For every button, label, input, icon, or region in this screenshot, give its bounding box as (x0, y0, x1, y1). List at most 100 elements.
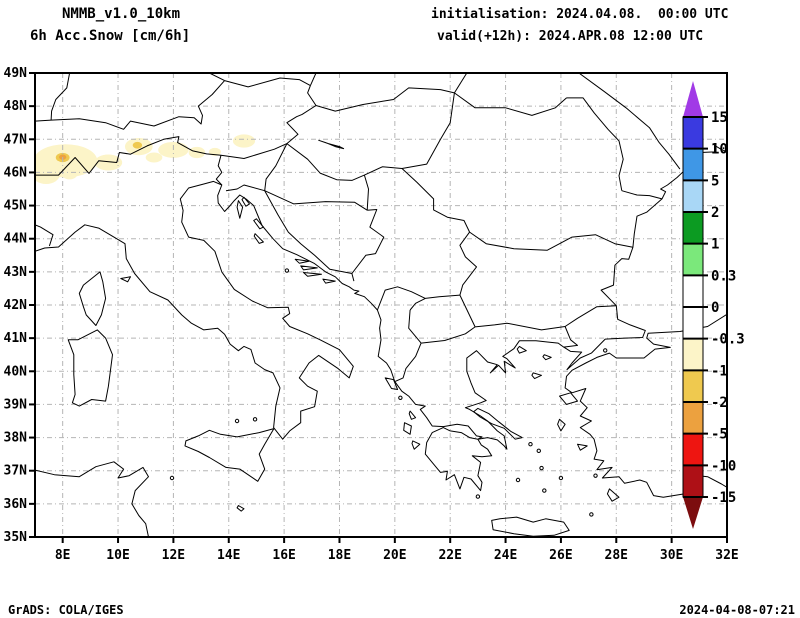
small-island-dot (285, 269, 288, 272)
island-outline (254, 219, 264, 229)
snow-patch (233, 134, 255, 147)
island-outline (242, 197, 250, 206)
country-border (402, 169, 470, 233)
colorbar-segment (683, 117, 703, 149)
lon-tick-label: 12E (162, 548, 185, 563)
lon-tick-label: 32E (715, 548, 738, 563)
lat-tick-label: 36N (4, 497, 28, 512)
country-border (622, 191, 662, 199)
island-outline (68, 330, 112, 406)
country-border (226, 144, 287, 191)
colorbar: 15105210.30-0.3-1-2-5-10-15 (683, 81, 745, 529)
colorbar-level-label: 2 (711, 205, 719, 221)
small-island-dot (170, 476, 173, 479)
lat-tick-label: 40N (4, 364, 28, 379)
lon-tick-label: 10E (106, 548, 129, 563)
colorbar-level-label: 1 (711, 237, 719, 253)
colorbar-segment (683, 370, 703, 402)
lat-tick-label: 39N (4, 397, 28, 412)
lat-tick-label: 48N (4, 99, 28, 114)
country-border (310, 73, 316, 86)
snowfall-shading (32, 134, 255, 184)
lon-tick-label: 16E (272, 548, 295, 563)
island-outline (412, 441, 420, 449)
island-outline (560, 393, 578, 405)
country-border (287, 106, 316, 144)
country-border (454, 73, 466, 93)
small-island-dot (476, 495, 479, 498)
colorbar-level-label: -1 (711, 363, 728, 379)
colorbar-segment (683, 434, 703, 466)
country-border (364, 175, 368, 210)
country-border (377, 287, 460, 310)
country-border (567, 98, 624, 191)
lat-tick-label: 45N (4, 199, 28, 214)
small-island-dot (399, 396, 402, 399)
small-island-dot (540, 466, 543, 469)
country-border (265, 191, 368, 211)
island-outline (237, 506, 244, 512)
country-border (352, 210, 384, 274)
lat-tick-label: 47N (4, 132, 28, 147)
island-outline (237, 201, 243, 219)
country-border (470, 232, 633, 250)
colorbar-segment (683, 275, 703, 307)
colorbar-level-label: 10 (711, 142, 728, 158)
country-border (265, 191, 354, 281)
island-outline (517, 346, 526, 353)
country-border (421, 327, 475, 343)
colorbar-segment (683, 149, 703, 181)
creation-timestamp: 2024-04-08-07:21 (679, 603, 795, 617)
island-outline (254, 234, 263, 244)
island-outline (185, 429, 274, 482)
lon-tick-label: 18E (328, 548, 351, 563)
country-border (209, 73, 224, 81)
snow-patch (133, 142, 142, 149)
lat-tick-label: 44N (4, 232, 28, 247)
lat-tick-label: 42N (4, 298, 28, 313)
country-border (460, 232, 477, 295)
lon-tick-label: 28E (605, 548, 628, 563)
lon-tick-label: 14E (217, 548, 240, 563)
island-outline (492, 517, 570, 536)
lat-tick-label: 37N (4, 464, 28, 479)
lat-tick-label: 35N (4, 530, 28, 545)
colorbar-level-label: -5 (711, 427, 728, 443)
snow-patch (189, 147, 206, 158)
small-island-dot (253, 418, 256, 421)
small-island-dot (604, 349, 607, 352)
lon-tick-label: 26E (549, 548, 572, 563)
colorbar-level-label: 0 (711, 300, 719, 316)
lon-tick-label: 20E (383, 548, 406, 563)
island-outline (532, 373, 542, 379)
colorbar-segment (683, 180, 703, 212)
lat-tick-label: 41N (4, 331, 28, 346)
colorbar-level-label: -0.3 (711, 332, 745, 348)
country-border (565, 306, 616, 327)
snow-patch (146, 153, 163, 163)
small-island-dot (235, 419, 238, 422)
lon-tick-label: 8E (55, 548, 71, 563)
country-border (225, 78, 311, 87)
colorbar-below-min-arrow (683, 497, 703, 529)
axis-ticks-and-labels: 49N 48N 47N 46N 45N 44N 43N 42N 41N 40N 39N 38N 37N 3… (4, 66, 739, 563)
country-border (475, 323, 565, 330)
country-border (410, 298, 425, 310)
country-border (564, 327, 578, 348)
colorbar-segment (683, 402, 703, 434)
lat-tick-label: 43N (4, 265, 28, 280)
lat-tick-label: 38N (4, 431, 28, 446)
colorbar-segment (683, 244, 703, 276)
small-island-dot (516, 478, 519, 481)
colorbar-level-label: -2 (711, 395, 728, 411)
colorbar-level-label: 0.3 (711, 268, 736, 284)
colorbar-level-label: -15 (711, 490, 736, 506)
country-border (35, 81, 225, 130)
lat-tick-label: 49N (4, 66, 28, 81)
colorbar-level-label: 5 (711, 173, 719, 189)
lat-tick-label: 46N (4, 165, 28, 180)
colorbar-level-label: -10 (711, 458, 736, 474)
island-outline (607, 489, 619, 501)
colorbar-above-max-arrow (683, 81, 703, 117)
island-outline (323, 279, 335, 283)
